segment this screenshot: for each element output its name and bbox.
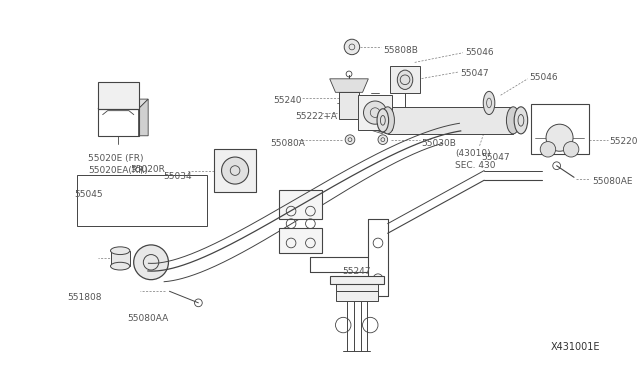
- Bar: [280, 190, 322, 219]
- Bar: [358, 95, 392, 130]
- Circle shape: [364, 101, 387, 124]
- Polygon shape: [330, 79, 369, 92]
- Text: 55080AE: 55080AE: [593, 177, 633, 186]
- Polygon shape: [98, 99, 148, 109]
- Circle shape: [345, 135, 355, 144]
- Bar: [335, 283, 378, 291]
- Text: 55034: 55034: [164, 172, 192, 181]
- Polygon shape: [138, 99, 148, 136]
- Circle shape: [344, 39, 360, 55]
- Ellipse shape: [506, 107, 520, 134]
- Text: (43010): (43010): [455, 149, 491, 158]
- Bar: [390, 66, 420, 93]
- Circle shape: [221, 157, 248, 184]
- Text: 55808B: 55808B: [383, 46, 418, 55]
- Text: 551808: 551808: [67, 292, 102, 302]
- Polygon shape: [388, 107, 513, 134]
- Text: X431001E: X431001E: [550, 342, 600, 352]
- Bar: [330, 276, 384, 283]
- Ellipse shape: [111, 262, 130, 270]
- Text: 55080A: 55080A: [270, 139, 305, 148]
- Bar: [214, 149, 257, 192]
- Circle shape: [113, 251, 128, 266]
- Circle shape: [546, 124, 573, 151]
- Text: 55222+A: 55222+A: [295, 112, 337, 121]
- Ellipse shape: [483, 92, 495, 115]
- Bar: [98, 82, 138, 109]
- Ellipse shape: [111, 247, 130, 254]
- Text: SEC. 430: SEC. 430: [455, 161, 496, 170]
- Text: 55046: 55046: [465, 48, 493, 57]
- Text: 55240: 55240: [274, 96, 302, 105]
- Circle shape: [540, 142, 556, 157]
- Text: 55080AA: 55080AA: [127, 314, 168, 323]
- Bar: [111, 251, 130, 266]
- Text: 55220: 55220: [610, 137, 638, 146]
- Text: 55045: 55045: [74, 190, 102, 199]
- Text: 55247: 55247: [342, 267, 371, 276]
- Bar: [77, 175, 207, 225]
- Circle shape: [378, 135, 388, 144]
- Bar: [280, 228, 322, 253]
- Text: 55020EA(RR): 55020EA(RR): [88, 166, 148, 175]
- Circle shape: [563, 142, 579, 157]
- Text: 55020E (FR): 55020E (FR): [88, 154, 144, 163]
- Text: 55020R: 55020R: [130, 165, 164, 174]
- Ellipse shape: [377, 109, 388, 132]
- Ellipse shape: [397, 70, 413, 89]
- Ellipse shape: [514, 107, 527, 134]
- Bar: [98, 109, 138, 136]
- Bar: [335, 291, 378, 301]
- Text: 55047: 55047: [460, 70, 489, 78]
- Text: 55047: 55047: [481, 153, 510, 161]
- Bar: [339, 92, 358, 119]
- Bar: [531, 104, 589, 154]
- Text: 55046: 55046: [530, 73, 558, 82]
- Text: 55030B: 55030B: [422, 139, 456, 148]
- Circle shape: [134, 245, 168, 280]
- Ellipse shape: [381, 107, 394, 134]
